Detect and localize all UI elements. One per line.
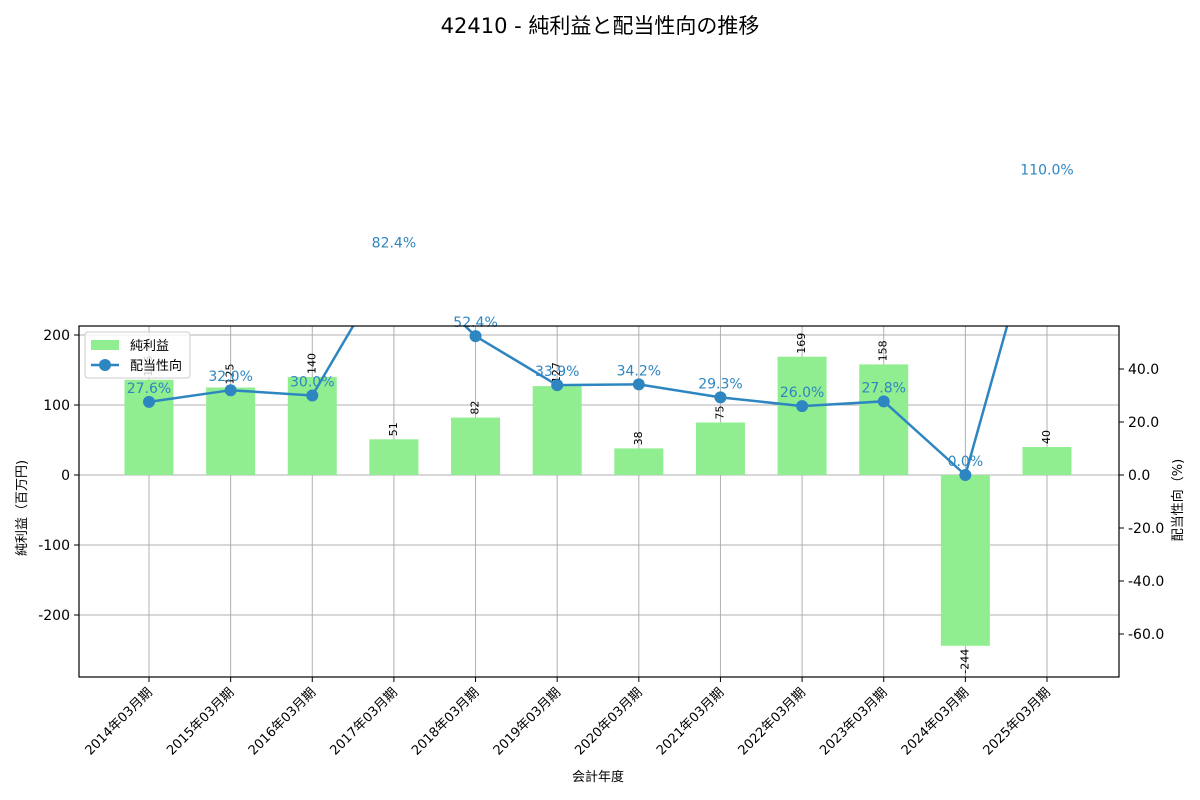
legend-label-net-income: 純利益 <box>130 339 169 354</box>
bar-value-label: 38 <box>632 431 645 445</box>
tick-label: 0.0 <box>1128 468 1150 484</box>
bar-value-label: -244 <box>958 649 971 674</box>
tick-label: 0 <box>61 468 70 484</box>
tick-label: -20.0 <box>1128 521 1164 537</box>
bar <box>695 422 745 475</box>
payout-marker <box>632 378 645 391</box>
payout-value-label: 34.2% <box>617 363 661 379</box>
bar <box>777 356 827 475</box>
bar <box>369 439 419 475</box>
x-axis: 2014年03月期 2015年03月期 2016年03月期 2017年03月期 2018… <box>83 677 1054 785</box>
tick-label: 2024年03月期 <box>899 685 972 758</box>
payout-value-label: 33.9% <box>535 364 579 380</box>
payout-value-label: 26.0% <box>780 385 824 401</box>
payout-value-label: 110.0% <box>1020 163 1073 179</box>
plot-frame <box>78 325 1120 678</box>
tick-label: 2016年03月期 <box>246 685 319 758</box>
payout-value-label: 27.8% <box>861 380 905 396</box>
bar-value-label: 51 <box>387 422 400 436</box>
bar-value-label: 125 <box>224 364 237 385</box>
left-axis: -200 -100 0 100 200 純利益（百万円) <box>15 328 79 624</box>
chart-title: 42410 - 純利益と配当性向の推移 <box>440 14 760 38</box>
tick-label: 2014年03月期 <box>83 685 156 758</box>
tick-label: 2025年03月期 <box>981 685 1054 758</box>
tick-label: 2022年03月期 <box>736 685 809 758</box>
payout-labels: 27.6% 32.0% 30.0% 82.4% 52.4% 33.9% 34.2% 29.3%… <box>127 163 1074 471</box>
tick-label: -100 <box>38 538 70 554</box>
tick-label: -200 <box>38 608 70 624</box>
legend-marker-icon <box>99 359 111 371</box>
tick-label: 2023年03月期 <box>817 685 890 758</box>
bar <box>206 387 256 475</box>
bar-value-label: 75 <box>713 406 726 420</box>
payout-marker <box>959 469 972 481</box>
bar <box>614 448 664 475</box>
payout-value-label: 29.3% <box>698 376 742 392</box>
bar-value-label: 140 <box>305 353 318 374</box>
legend-label-payout: 配当性向 <box>130 358 182 374</box>
bar <box>940 475 990 646</box>
payout-value-label: 82.4% <box>372 236 416 252</box>
line-payout-ratio <box>143 178 1053 481</box>
bar-value-label: 127 <box>550 362 563 383</box>
bar-value-label: 169 <box>795 333 808 354</box>
payout-value-label: 52.4% <box>453 315 497 331</box>
payout-marker <box>143 395 155 408</box>
bar-value-label: 40 <box>1040 430 1053 444</box>
bar <box>532 386 582 475</box>
bar <box>451 417 501 475</box>
right-axis: -60.0 -40.0 -20.0 0.0 20.0 40.0 配当性向（%) <box>1119 362 1186 643</box>
left-axis-title: 純利益（百万円) <box>15 460 30 556</box>
tick-label: 2019年03月期 <box>491 685 564 758</box>
payout-value-label: 30.0% <box>290 375 334 391</box>
payout-marker <box>551 379 564 392</box>
tick-label: 2015年03月期 <box>164 685 237 758</box>
payout-value-label: 27.6% <box>127 381 171 397</box>
payout-marker <box>306 389 319 402</box>
x-axis-title: 会計年度 <box>572 769 624 785</box>
payout-marker <box>714 391 727 404</box>
bar-value-label: 82 <box>469 401 482 415</box>
payout-marker <box>1041 178 1053 190</box>
tick-label: 2020年03月期 <box>572 685 645 758</box>
bar <box>124 379 174 475</box>
tick-label: -40.0 <box>1128 574 1164 590</box>
legend-bar-swatch <box>91 340 119 350</box>
tick-label: 200 <box>43 328 70 344</box>
payout-marker <box>877 395 890 408</box>
payout-value-label: 32.0% <box>208 369 252 385</box>
payout-value-label: 0.0% <box>948 454 984 470</box>
payout-marker <box>388 251 400 263</box>
bar <box>1022 447 1072 475</box>
right-axis-title: 配当性向（%) <box>1170 459 1186 541</box>
bar-value-label: 158 <box>877 340 890 361</box>
payout-marker <box>469 330 482 343</box>
tick-label: 100 <box>43 398 70 414</box>
tick-label: -60.0 <box>1128 627 1164 643</box>
tick-label: 40.0 <box>1128 362 1159 378</box>
payout-line <box>148 326 1009 478</box>
tick-label: 20.0 <box>1128 415 1159 431</box>
tick-label: 2017年03月期 <box>327 685 400 758</box>
payout-marker <box>796 400 809 413</box>
payout-marker <box>224 384 237 397</box>
tick-label: 2018年03月期 <box>409 685 482 758</box>
bar <box>859 364 909 475</box>
tick-label: 2021年03月期 <box>654 685 727 758</box>
